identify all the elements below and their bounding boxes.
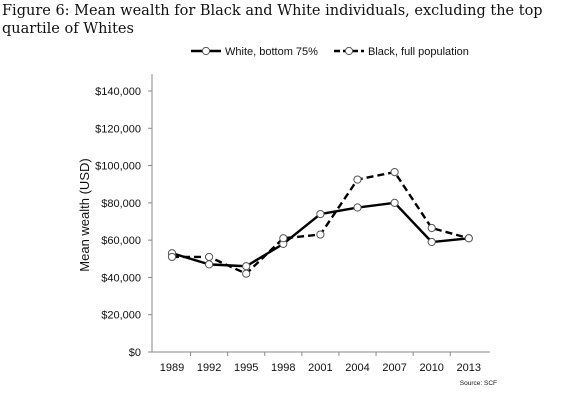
- x-tick-label: 1989: [160, 362, 184, 374]
- y-tick-label: $100,000: [95, 161, 141, 173]
- series-2-point: [316, 230, 325, 239]
- series-2-point: [353, 175, 362, 184]
- source-note: Source: SCF: [460, 380, 497, 387]
- y-tick-label: $20,000: [101, 310, 141, 322]
- y-tick-label: $0: [129, 347, 141, 359]
- y-tick-label: $40,000: [101, 272, 141, 284]
- x-tick-label: 2001: [308, 362, 332, 374]
- series-1-point: [242, 262, 251, 271]
- y-tick-label: $140,000: [95, 86, 141, 98]
- x-tick-label: 2004: [345, 362, 369, 374]
- series-1-point: [427, 237, 436, 247]
- y-tick-label: $60,000: [101, 235, 141, 247]
- y-tick-label: $120,000: [95, 123, 141, 135]
- figure-caption: Figure 6: Mean wealth for Black and Whit…: [2, 3, 543, 37]
- legend-label: Black, full population: [368, 46, 469, 58]
- y-axis-label: Mean wealth (USD): [77, 158, 92, 271]
- x-tick-label: 2013: [457, 362, 481, 374]
- series-2-point: [464, 234, 473, 243]
- series-1-point: [353, 203, 362, 212]
- legend-label: White, bottom 75%: [225, 46, 318, 58]
- legend-swatch-marker: [344, 46, 354, 56]
- series-2-point: [390, 167, 399, 177]
- series-2-point: [279, 234, 288, 243]
- series-2-point: [427, 223, 436, 233]
- x-tick-label: 1998: [271, 362, 295, 374]
- x-tick-label: 1995: [234, 362, 258, 374]
- axes: $0 $20,000 $40,000 $60,000 $80,000 $100,000 $1…: [95, 74, 490, 374]
- series-1-point: [316, 209, 325, 219]
- legend-swatch-marker: [201, 46, 211, 56]
- legend: White, bottom 75% Black, full population: [191, 46, 469, 58]
- series-1-point: [205, 260, 214, 269]
- x-tick-label: 1992: [197, 362, 221, 374]
- series-line-2: [172, 170, 470, 275]
- series-2-point: [205, 252, 214, 262]
- x-tick-label: 2010: [419, 362, 443, 374]
- series-1-point: [390, 198, 399, 207]
- series-2-point: [167, 252, 177, 262]
- series-layer: [167, 167, 473, 278]
- series-2-point: [242, 269, 251, 278]
- x-tick-label: 2007: [382, 362, 406, 374]
- y-tick-label: $80,000: [101, 198, 141, 210]
